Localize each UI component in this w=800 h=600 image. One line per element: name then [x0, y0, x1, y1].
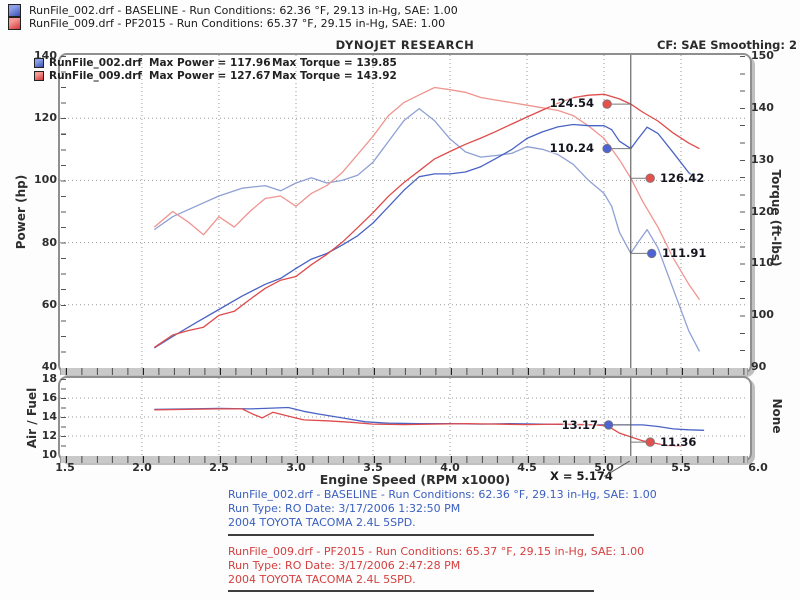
af-tick-18: 18: [41, 372, 57, 385]
rpm-tick-5.5: 5.5: [671, 461, 691, 474]
marker-power-pf2015-cursor: [602, 99, 612, 109]
marker-power-baseline-cursor: [602, 143, 612, 154]
marker-label-af-pf2015: 11.36: [660, 435, 697, 449]
baseline-run-label: RunFile_002.drf - BASELINE - Run Conditi…: [29, 4, 458, 17]
power-tick-100: 100: [34, 173, 57, 186]
baseline-conditions-line: RunFile_002.drf - BASELINE - Run Conditi…: [228, 488, 657, 501]
rpm-tick-2.5: 2.5: [209, 461, 229, 474]
baseline-legend-swatch: [34, 58, 44, 68]
af-tick-14: 14: [41, 410, 57, 423]
baseline-vehicle-line: 2004 TOYOTA TACOMA 2.4L 5SPD.: [228, 516, 416, 529]
main-chart-panel: [58, 53, 752, 374]
airfuel-chart-panel: [58, 376, 752, 462]
main-plot-svg: [60, 55, 746, 368]
cursor-x-label: X = 5.174: [550, 469, 613, 483]
footer-divider-1: [228, 534, 594, 536]
none-axis-title: None: [770, 398, 784, 434]
power-tick-120: 120: [34, 111, 57, 124]
curve-pf2015-power: [153, 93, 700, 348]
power-axis-title: Power (hp): [14, 174, 28, 250]
marker-af-baseline-cursor: [603, 420, 614, 430]
power-tick-40: 40: [41, 360, 57, 373]
chart-title: DYNOJET RESEARCH: [335, 38, 475, 52]
baseline-color-swatch: [8, 4, 21, 17]
pf2015-color-swatch: [8, 17, 21, 30]
torque-tick-90: 90: [751, 360, 767, 373]
baseline-runtype-line: Run Type: RO Date: 3/17/2006 1:32:50 PM: [228, 502, 461, 515]
pf2015-run-label: RunFile_009.drf - PF2015 - Run Condition…: [29, 17, 446, 30]
marker-label-power-baseline: 110.24: [549, 141, 594, 155]
af-x-tickband: [60, 456, 748, 463]
airfuel-axis-title: Air / Fuel: [25, 387, 39, 449]
torque-tick-140: 140: [751, 101, 774, 114]
marker-label-af-baseline: 13.17: [561, 418, 598, 432]
rpm-tick-1.5: 1.5: [55, 461, 75, 474]
af-tick-12: 12: [41, 429, 57, 442]
torque-tick-120: 120: [751, 205, 774, 218]
curve-baseline-af: [154, 406, 705, 431]
power-tick-80: 80: [41, 236, 57, 249]
marker-af-pf2015-cursor: [645, 437, 655, 447]
main-x-tickband: [60, 368, 748, 375]
rpm-tick-3.5: 3.5: [363, 461, 383, 474]
pf2015-legend-swatch: [34, 71, 44, 81]
rpm-tick-3: 3.0: [286, 461, 306, 474]
baseline-max-power: Max Power = 117.96: [149, 57, 271, 69]
rpm-tick-4: 4.0: [440, 461, 460, 474]
rpm-tick-6: 6.0: [748, 461, 768, 474]
x-axis-title: Engine Speed (RPM x1000): [319, 472, 511, 487]
torque-tick-110: 110: [751, 256, 774, 269]
af-plot-svg: [60, 378, 746, 456]
marker-label-power-pf2015: 124.54: [549, 96, 594, 110]
rpm-tick-4.5: 4.5: [517, 461, 537, 474]
rpm-tick-5: 5.0: [594, 461, 614, 474]
torque-tick-100: 100: [751, 308, 774, 321]
curve-pf2015-torque: [153, 86, 701, 300]
header-run-baseline: RunFile_002.drf - BASELINE - Run Conditi…: [8, 4, 458, 17]
power-tick-140: 140: [34, 49, 57, 62]
af-tick-16: 16: [41, 391, 57, 404]
af-tick-10: 10: [41, 448, 57, 461]
pf2015-runtype-line: Run Type: RO Date: 3/17/2006 2:47:28 PM: [228, 559, 461, 572]
pf2015-conditions-line: RunFile_009.drf - PF2015 - Run Condition…: [228, 545, 645, 558]
pf2015-max-torque: Max Torque = 143.92: [272, 70, 397, 82]
torque-minor-ticks: [740, 56, 745, 367]
marker-label-torque-pf2015: 126.42: [660, 171, 705, 185]
curve-baseline-torque: [153, 107, 701, 352]
main-legend-pf2015: RunFile_009.drf Max Power = 127.67 Max T…: [34, 70, 397, 82]
torque-tick-130: 130: [751, 153, 774, 166]
pf2015-legend-file: RunFile_009.drf: [49, 70, 142, 82]
correction-smoothing-label: CF: SAE Smoothing: 2: [656, 38, 797, 52]
marker-torque-pf2015-cursor: [645, 173, 655, 183]
rpm-tick-2: 2.0: [132, 461, 152, 474]
power-minor-ticks: [61, 56, 66, 367]
marker-torque-baseline-cursor: [647, 248, 657, 259]
torque-tick-150: 150: [751, 49, 774, 62]
pf2015-max-power: Max Power = 127.67: [149, 70, 271, 82]
baseline-max-torque: Max Torque = 139.85: [272, 57, 397, 69]
footer-divider-2: [228, 590, 594, 592]
pf2015-vehicle-line: 2004 TOYOTA TACOMA 2.4L 5SPD.: [228, 573, 416, 586]
af-minor-ticks: [61, 379, 66, 455]
curve-pf2015-af: [154, 408, 682, 447]
header-run-pf2015: RunFile_009.drf - PF2015 - Run Condition…: [8, 17, 445, 30]
baseline-legend-file: RunFile_002.drf: [49, 57, 142, 69]
main-legend-baseline: RunFile_002.drf Max Power = 117.96 Max T…: [34, 57, 397, 69]
marker-label-torque-baseline: 111.91: [662, 246, 707, 260]
power-tick-60: 60: [41, 298, 57, 311]
